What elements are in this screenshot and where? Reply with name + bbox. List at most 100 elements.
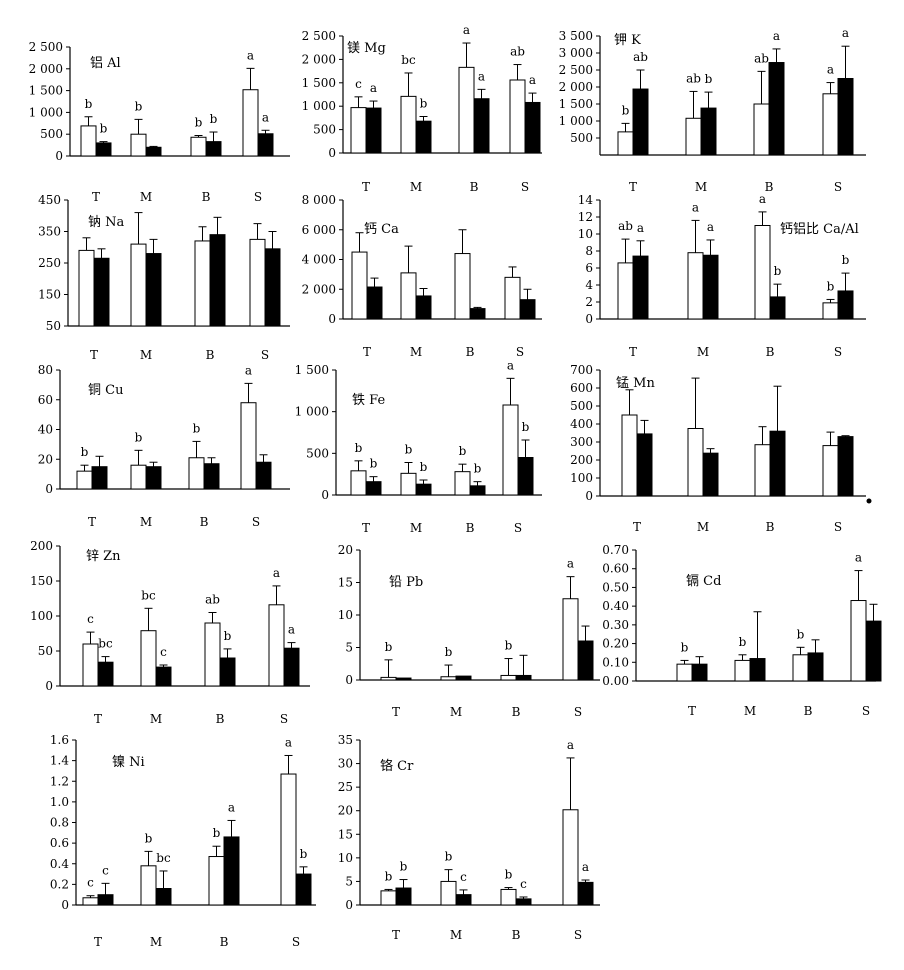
bar-open [249,238,266,327]
bar-filled [209,234,226,327]
y-tick-label: 0 [328,312,336,326]
y-tick-label: 2 000 [559,80,593,94]
significance-letter: b [445,645,453,659]
significance-letter: a [842,26,849,40]
bar-open [504,276,521,320]
bar-open [822,445,839,497]
bar-open [280,773,297,906]
y-tick-label: 0 [45,482,53,496]
y-tick-label: 0.6 [50,836,69,850]
y-tick-label: 400 [570,417,593,431]
y-tick-label: 1 000 [302,99,336,113]
bar-filled [632,255,649,320]
bar-filled [768,62,785,156]
x-tick-label: B [220,935,229,949]
panel-title: 铁 Fe [352,393,385,408]
bar-filled [97,894,114,906]
y-tick-label: 15 [338,827,353,841]
bar-open [351,251,368,320]
y-tick-label: 80 [38,363,53,377]
y-tick-label: 150 [38,288,61,302]
significance-letter: b [85,97,93,111]
bar-open [82,643,99,687]
significance-letter: b [224,629,232,643]
y-tick-label: 0 [55,149,63,163]
bar-filled [415,295,432,320]
bar-filled [837,290,854,320]
significance-letter: a [759,192,766,206]
y-tick-label: 0 [328,146,336,160]
bar-filled [365,481,382,496]
y-tick-label: 40 [38,423,53,437]
bar-open [140,630,157,687]
significance-letter: a [529,73,536,87]
y-tick-label: 30 [338,757,353,771]
significance-letter: b [474,462,482,476]
y-tick-label: 0.50 [602,580,629,594]
bar-filled [366,286,383,320]
significance-letter: c [520,877,527,891]
y-tick-label: 5 [345,641,353,655]
bar-filled [395,677,412,681]
bar-open [80,125,97,157]
significance-letter: b [827,279,835,293]
significance-letter: bc [156,851,171,865]
bar-open [822,93,839,156]
panel-cu: 0 20 40 60 80 铜 Cu T M B Sb b b a [38,363,290,529]
bar-open [734,659,751,682]
x-tick-label: S [834,345,842,359]
y-tick-label: 10 [338,851,353,865]
significance-letter: c [87,612,94,626]
bar-filled [283,647,300,687]
x-tick-label: M [140,348,152,362]
significance-letter: a [567,738,574,752]
significance-letter: a [370,81,377,95]
bar-open [190,136,207,157]
significance-letter: a [773,29,780,43]
significance-letter: ab [205,593,220,607]
x-tick-label: S [514,521,522,535]
significance-letter: b [705,72,713,86]
y-tick-label: 100 [30,609,53,623]
panel-title: 镉 Cd [686,573,721,589]
significance-letter: b [135,99,143,113]
y-tick-label: 20 [338,804,353,818]
y-tick-label: 0.8 [50,816,69,830]
panel-mn: 0 100 200 300 400 500 600 700 锰 Mn T M B S [570,363,866,534]
y-tick-label: 0 [585,489,593,503]
bar-open [400,272,417,320]
y-tick-label: 250 [38,256,61,270]
bar-filled [91,466,108,490]
y-tick-label: 1 500 [302,76,336,90]
y-tick-label: 600 [570,381,593,395]
y-tick-label: 12 [578,210,593,224]
panel-title: 锌 Zn [86,549,121,564]
bar-open [687,252,704,320]
significance-letter: a [245,363,252,377]
bar-filled [865,620,882,682]
y-tick-label: 350 [38,225,61,239]
bar-open [822,302,839,320]
x-tick-label: S [252,515,260,529]
bar-filled [95,142,112,157]
y-tick-label: 1 500 [295,363,329,377]
x-tick-label: S [280,712,288,726]
bar-open [617,262,634,320]
y-tick-label: 500 [40,127,63,141]
bar-filled [223,836,240,906]
bar-filled [700,107,717,156]
y-tick-label: 0.10 [602,655,629,669]
bar-open [268,604,285,687]
significance-letter: a [463,23,470,37]
significance-letter: b [300,847,308,861]
bar-filled [469,485,486,496]
x-tick-label: M [695,180,707,194]
significance-letter: b [100,122,108,136]
bar-open [687,428,704,497]
y-tick-label: 0.00 [602,674,629,688]
bar-open [792,654,809,682]
significance-letter: b [213,826,221,840]
